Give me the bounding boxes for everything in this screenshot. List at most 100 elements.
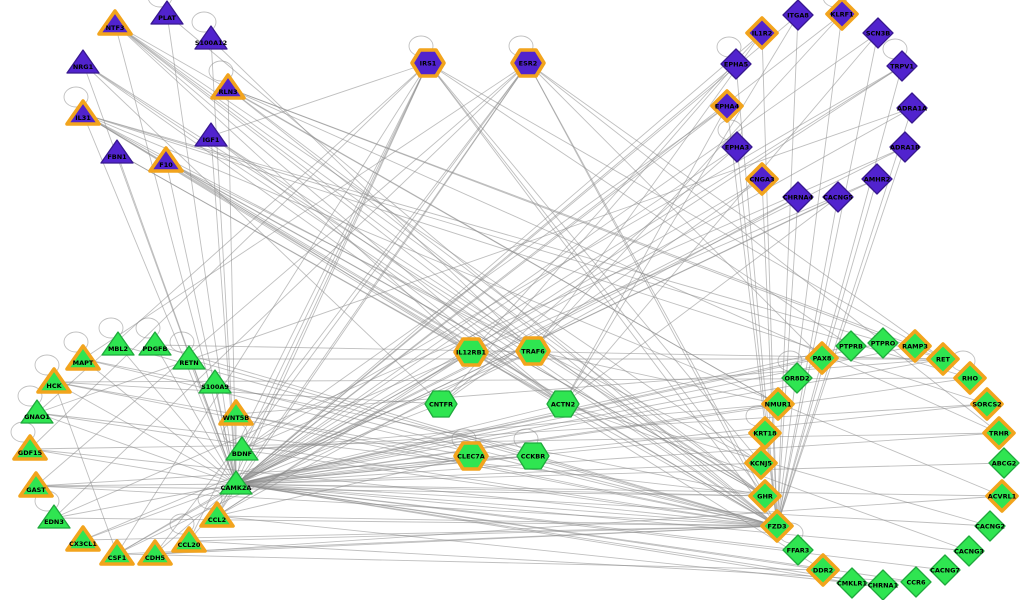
node-ret[interactable]	[926, 342, 960, 376]
edge-fbn1-camk2a	[116, 152, 237, 485]
node-camk2a[interactable]	[219, 470, 253, 495]
node-cx3cl1[interactable]	[65, 525, 101, 552]
node-sorcs2[interactable]	[970, 387, 1004, 421]
node-adra1a[interactable]	[896, 92, 928, 124]
edge-klrf1-fzd3	[776, 13, 843, 527]
node-clec7a[interactable]	[453, 441, 489, 471]
node-kcnj5[interactable]	[744, 446, 778, 480]
node-cacng5[interactable]	[822, 181, 854, 213]
node-mbl2[interactable]	[101, 331, 135, 356]
node-or8d2[interactable]	[781, 362, 813, 394]
node-esr2[interactable]	[510, 48, 546, 78]
edge-retn-camk2a	[188, 358, 237, 485]
node-ghr[interactable]	[748, 479, 782, 513]
edge-ntf3-actn2	[114, 23, 564, 405]
node-cacng7[interactable]	[929, 554, 961, 586]
node-traf6[interactable]	[515, 336, 551, 366]
node-s100a9[interactable]	[198, 369, 232, 394]
node-cntfr[interactable]	[424, 390, 458, 418]
node-ntf3[interactable]	[97, 9, 133, 36]
node-edn3[interactable]	[37, 504, 71, 529]
edge-traf6-nmur1	[532, 350, 779, 405]
node-wnt5b[interactable]	[218, 399, 254, 426]
edge-plat-fzd3	[166, 13, 778, 527]
node-epha5[interactable]	[720, 48, 752, 80]
node-il12rb1[interactable]	[453, 337, 489, 367]
edge-esr2-mapt	[82, 62, 529, 360]
node-ptpro[interactable]	[867, 327, 899, 359]
edge-igf1-camk2a	[210, 135, 237, 485]
node-itga8[interactable]	[782, 0, 814, 31]
node-f10[interactable]	[148, 146, 184, 173]
node-igf1[interactable]	[194, 122, 228, 147]
edge-gast-camk2a	[35, 483, 237, 487]
edge-camk2a-or8d2	[235, 377, 798, 485]
node-rln3[interactable]	[210, 73, 246, 100]
node-epha4[interactable]	[710, 89, 744, 123]
node-ccl20[interactable]	[171, 526, 207, 553]
node-il1r2[interactable]	[745, 16, 779, 50]
edge-nrg1-cntfr	[82, 62, 442, 405]
node-cacng2[interactable]	[974, 510, 1006, 542]
edge-camk2a-abcg2	[235, 462, 1005, 485]
node-cacng3[interactable]	[953, 535, 985, 567]
node-s100a12[interactable]	[194, 25, 228, 50]
self-loop-ccl2	[197, 488, 223, 510]
edge-hck-fzd3	[53, 381, 778, 527]
node-acvrl1[interactable]	[985, 479, 1019, 513]
node-scn3b[interactable]	[862, 17, 894, 49]
node-gast[interactable]	[18, 471, 54, 498]
node-trpv1[interactable]	[886, 50, 918, 82]
node-klrf1[interactable]	[825, 0, 859, 31]
node-amhr2[interactable]	[861, 163, 893, 195]
edge-ntf3-camk2a	[114, 23, 237, 485]
node-abcg2[interactable]	[988, 447, 1020, 479]
node-gdf15[interactable]	[12, 434, 48, 461]
edge-f10-ddr2	[165, 160, 824, 571]
node-il31[interactable]	[65, 99, 101, 126]
edge-scn3b-fzd3	[776, 32, 879, 527]
edge-il31-camk2a	[82, 113, 237, 485]
node-krt18[interactable]	[748, 416, 782, 450]
edge-ntf3-il12rb1	[114, 23, 472, 353]
node-rho[interactable]	[953, 361, 987, 395]
node-ccr6[interactable]	[900, 566, 932, 598]
node-mapt[interactable]	[65, 344, 101, 371]
node-fbn1[interactable]	[100, 139, 134, 164]
edge-ccl2-cmklr1	[216, 515, 853, 584]
node-ffar3[interactable]	[782, 534, 814, 566]
node-plat[interactable]	[150, 0, 184, 25]
node-retn[interactable]	[172, 345, 206, 370]
edge-scn3b-actn2	[562, 32, 879, 405]
node-chrna1[interactable]	[867, 569, 899, 600]
edge-s100a12-traf6	[210, 38, 534, 352]
node-cckbr[interactable]	[516, 442, 550, 470]
node-chrna4[interactable]	[782, 181, 814, 213]
node-csf1[interactable]	[99, 539, 135, 566]
edge-camk2a-ghr	[235, 483, 766, 497]
node-pax8[interactable]	[805, 341, 839, 375]
node-ramp3[interactable]	[898, 329, 932, 363]
node-ddr2[interactable]	[806, 553, 840, 587]
node-cdh5[interactable]	[137, 539, 173, 566]
edge-epha4-camk2a	[235, 105, 728, 485]
node-cnga3[interactable]	[745, 162, 779, 196]
edge-irs1-kcnj5	[427, 62, 762, 464]
node-bdnf[interactable]	[225, 436, 259, 461]
node-pdgfb[interactable]	[138, 331, 172, 356]
node-actn2[interactable]	[546, 390, 580, 418]
node-epha3[interactable]	[721, 131, 753, 163]
node-hck[interactable]	[36, 367, 72, 394]
node-irs1[interactable]	[410, 48, 446, 78]
node-ccl2[interactable]	[199, 501, 235, 528]
node-cmklr1[interactable]	[836, 567, 868, 599]
node-trhr[interactable]	[982, 416, 1016, 450]
edge-igf1-actn2	[210, 135, 564, 405]
node-gnao1[interactable]	[20, 399, 54, 424]
node-adra1b[interactable]	[889, 131, 921, 163]
node-nrg1[interactable]	[66, 49, 100, 74]
node-ptprb[interactable]	[835, 330, 867, 362]
node-fzd3[interactable]	[760, 509, 794, 543]
node-nmur1[interactable]	[761, 387, 795, 421]
